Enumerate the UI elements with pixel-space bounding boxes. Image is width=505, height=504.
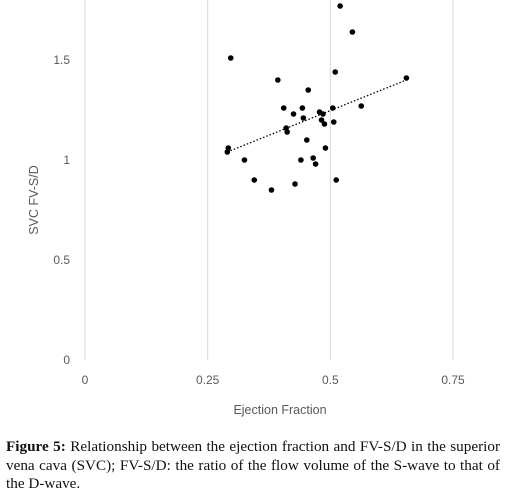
data-point: [318, 117, 325, 123]
data-point: [329, 105, 336, 111]
x-tick-label: 0: [82, 373, 89, 387]
y-axis-title: SVC FV-S/D: [27, 165, 41, 234]
data-point: [349, 29, 356, 35]
data-points: [224, 3, 410, 193]
data-point: [333, 177, 340, 183]
data-point: [227, 55, 234, 61]
data-point: [241, 157, 248, 163]
chart: 0 0.25 0.5 0.75 0 0.5 1 1.5 SVC FV-S/D Ejection…: [27, 0, 465, 417]
data-point: [332, 69, 339, 75]
data-point: [251, 177, 258, 183]
data-point: [321, 121, 328, 127]
data-point: [300, 115, 307, 121]
data-point: [303, 137, 310, 143]
data-point: [292, 181, 298, 187]
y-tick-label: 1: [63, 153, 70, 167]
gridlines: [84, 0, 454, 360]
data-point: [298, 157, 304, 163]
data-point: [280, 105, 287, 111]
data-point: [299, 105, 306, 111]
data-point: [403, 75, 410, 81]
data-point: [330, 119, 337, 125]
data-point: [275, 77, 281, 83]
data-point: [290, 111, 297, 117]
x-tick-label: 0.5: [322, 373, 339, 387]
data-point: [312, 161, 319, 167]
data-point: [225, 145, 232, 151]
data-point: [310, 155, 316, 161]
figure-caption: Figure 5: Relationship between the eject…: [6, 438, 500, 494]
x-tick-label: 0.25: [196, 373, 220, 387]
tick-labels: 0 0.25 0.5 0.75 0 0.5 1 1.5: [53, 53, 465, 387]
caption-label: Figure 5:: [6, 438, 66, 455]
data-point: [320, 111, 326, 117]
data-point: [337, 3, 343, 9]
data-point: [358, 103, 365, 109]
data-point: [305, 87, 312, 93]
x-tick-label: 0.75: [441, 373, 465, 387]
trendline: [227, 79, 407, 153]
data-point: [268, 187, 275, 193]
y-tick-label: 0: [63, 353, 70, 367]
x-axis-title: Ejection Fraction: [233, 403, 326, 417]
y-tick-label: 1.5: [53, 53, 70, 67]
caption-text: Relationship between the ejection fracti…: [6, 438, 500, 492]
data-point: [322, 145, 329, 151]
scatter-plot: 0 0.25 0.5 0.75 0 0.5 1 1.5 SVC FV-S/D Ejection…: [27, 0, 465, 417]
y-tick-label: 0.5: [53, 253, 70, 267]
data-point: [284, 129, 290, 135]
